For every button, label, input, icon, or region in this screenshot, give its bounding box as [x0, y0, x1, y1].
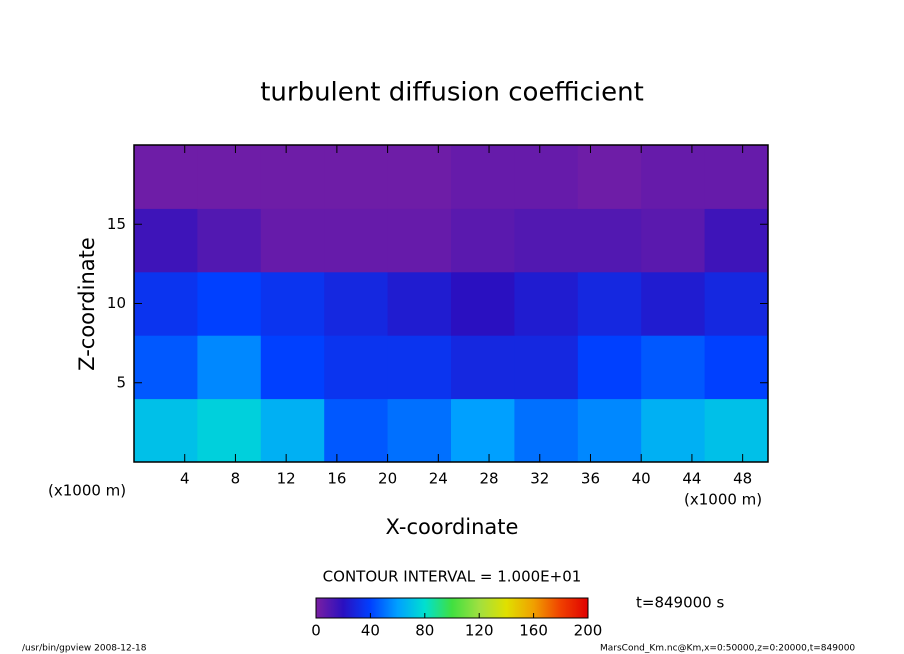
heat-cell [514, 271, 579, 336]
heat-cell [324, 398, 389, 463]
x-tick-label: 48 [733, 470, 752, 488]
heat-cell [514, 145, 579, 209]
heat-cell [451, 398, 515, 463]
heat-cell [577, 398, 642, 463]
heat-cell [704, 145, 769, 209]
heat-cell [324, 145, 389, 209]
heat-cell [387, 398, 452, 463]
heat-cell [387, 208, 452, 273]
heat-cell [641, 145, 706, 209]
heat-cell [134, 271, 198, 336]
footer-left: /usr/bin/gpview 2008-12-18 [22, 644, 147, 654]
heat-cell [704, 335, 769, 400]
heat-cell [260, 145, 325, 209]
heat-cell [197, 271, 262, 336]
heat-cell [260, 335, 325, 400]
heat-cell [197, 335, 262, 400]
heat-cell [134, 208, 198, 273]
x-tick-label: 44 [682, 470, 701, 488]
heat-cell [451, 335, 515, 400]
heat-cell [387, 145, 452, 209]
y-axis-label: Z-coordinate [75, 237, 99, 371]
x-tick-label: 28 [479, 470, 498, 488]
heat-cell [134, 145, 198, 209]
heat-cell [197, 398, 262, 463]
heat-cell [577, 145, 642, 209]
x-tick-label: 32 [530, 470, 549, 488]
heat-cell [577, 335, 642, 400]
heat-cell [134, 335, 198, 400]
y-tick-label: 5 [116, 373, 126, 391]
colorbar-tick-label: 0 [311, 622, 321, 640]
colorbar-tick-label: 200 [574, 622, 603, 640]
colorbar-tick-label: 160 [519, 622, 548, 640]
x-tick-label: 8 [231, 470, 241, 488]
heat-cell [260, 398, 325, 463]
heat-cell [641, 335, 706, 400]
heat-cell [260, 208, 325, 273]
heat-cell [641, 271, 706, 336]
chart-title: turbulent diffusion coefficient [260, 78, 644, 108]
x-tick-label: 4 [180, 470, 190, 488]
heat-cell [451, 271, 515, 336]
heat-cell [451, 208, 515, 273]
y-tick-label: 15 [107, 215, 126, 233]
heat-cell [387, 271, 452, 336]
heat-cell [641, 208, 706, 273]
x-tick-label: 24 [429, 470, 448, 488]
heat-cell [704, 208, 769, 273]
heat-cell [577, 208, 642, 273]
heat-cell [704, 398, 769, 463]
heat-cell [514, 208, 579, 273]
heat-cell [134, 398, 198, 463]
x-tick-label: 40 [632, 470, 651, 488]
heat-cell [641, 398, 706, 463]
x-axis-label: X-coordinate [386, 515, 519, 539]
contour-interval: CONTOUR INTERVAL = 1.000E+01 [323, 568, 582, 586]
heat-cell [324, 335, 389, 400]
x-tick-label: 12 [277, 470, 296, 488]
footer-right: MarsCond_Km.nc@Km,x=0:50000,z=0:20000,t=… [600, 644, 855, 654]
heat-cell [197, 145, 262, 209]
x-unit: (x1000 m) [684, 491, 762, 509]
heat-cell [704, 271, 769, 336]
heat-cell [260, 271, 325, 336]
time-label: t=849000 s [636, 594, 724, 612]
heat-cell [577, 271, 642, 336]
colorbar-tick-label: 40 [361, 622, 380, 640]
heat-cell [387, 335, 452, 400]
heat-cell [324, 271, 389, 336]
colorbar [315, 597, 589, 619]
colorbar-tick-label: 80 [415, 622, 434, 640]
heat-cell [324, 208, 389, 273]
x-tick-label: 36 [581, 470, 600, 488]
heat-cell [514, 398, 579, 463]
y-tick-label: 10 [107, 294, 126, 312]
heat-cell [197, 208, 262, 273]
heat-cell [514, 335, 579, 400]
x-tick-label: 20 [378, 470, 397, 488]
y-unit: (x1000 m) [48, 482, 126, 500]
heat-cell [451, 145, 515, 209]
colorbar-tick-label: 120 [465, 622, 494, 640]
x-tick-label: 16 [327, 470, 346, 488]
